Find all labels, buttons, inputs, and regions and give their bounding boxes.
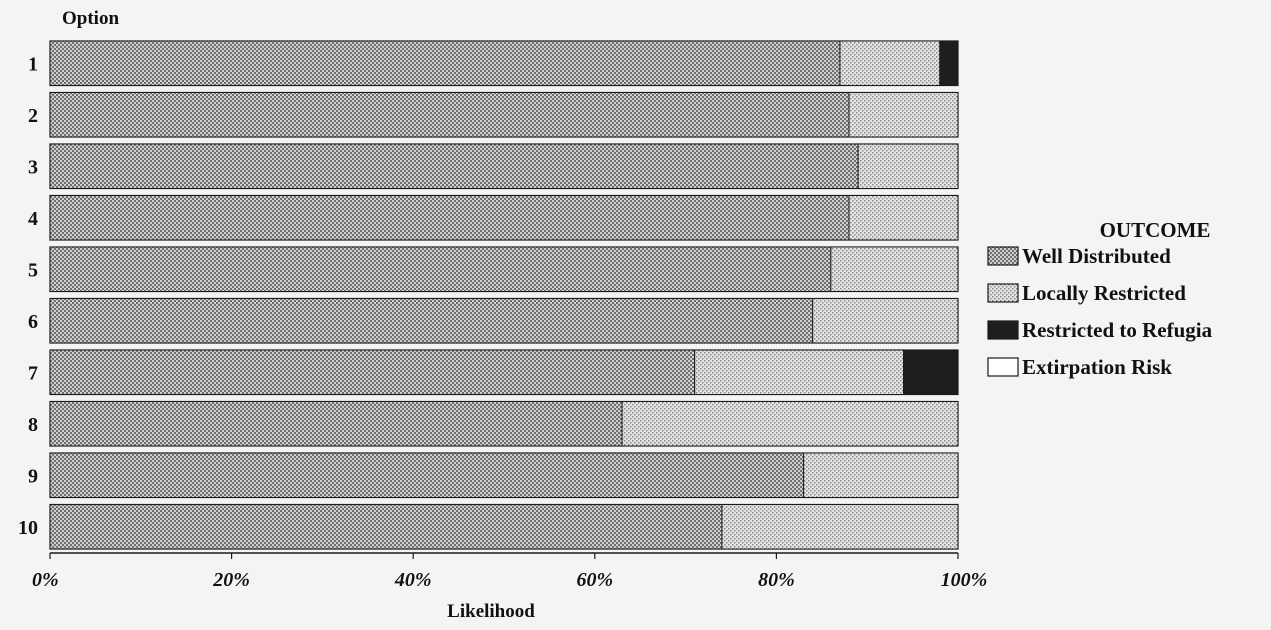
y-tick-label: 1 [28,53,38,75]
legend-title: OUTCOME [1100,218,1211,242]
legend-swatch-well-distributed [987,246,1019,266]
bar-segment-well-distributed-option-10 [49,504,723,550]
bar-segment-locally-restricted-option-10 [721,504,959,550]
legend: OUTCOME Well Distributed Locally Restrict… [987,218,1213,379]
bar-segment-locally-restricted-option-7 [694,349,905,395]
bar-segment-well-distributed-option-8 [49,401,623,447]
x-tick-label: 0% [32,569,59,591]
bar-segment-locally-restricted-option-4 [848,195,959,241]
y-tick-label: 10 [18,517,38,539]
bar-segment-well-distributed-option-2 [49,92,850,138]
x-tick-label: 60% [576,569,613,591]
bar-segment-restricted-to-refugia-option-7 [903,349,959,395]
bar-segment-locally-restricted-option-2 [848,92,959,138]
x-axis-label: Likelihood [447,601,535,622]
y-axis-label: Option [62,8,119,29]
y-tick-label: 8 [28,414,38,436]
bar-segment-locally-restricted-option-8 [621,401,959,447]
bar-segment-well-distributed-option-6 [49,298,814,344]
bar-segment-locally-restricted-option-6 [812,298,959,344]
y-tick-label: 9 [28,465,38,487]
x-tick-label: 80% [758,569,795,591]
bar-segment-restricted-to-refugia-option-1 [939,40,959,86]
y-tick-label: 3 [28,156,38,178]
y-tick-label: 7 [28,362,38,384]
bar-segment-locally-restricted-option-5 [830,246,959,292]
legend-swatch-locally-restricted [987,283,1019,303]
bar-segment-locally-restricted-option-9 [803,452,959,498]
bar-segment-well-distributed-option-1 [49,40,841,86]
legend-label-locally-restricted: Locally Restricted [1022,281,1186,305]
bars-group [49,40,959,554]
x-tick-label: 40% [394,569,432,591]
y-tick-labels: 1 2 3 4 5 6 7 8 9 10 [18,53,38,539]
bar-segment-well-distributed-option-5 [49,246,832,292]
y-tick-label: 6 [28,311,38,333]
bar-segment-well-distributed-option-9 [49,452,805,498]
bar-segment-well-distributed-option-7 [49,349,696,395]
bar-segment-locally-restricted-option-1 [839,40,941,86]
y-tick-label: 4 [28,208,38,230]
bar-segment-well-distributed-option-3 [49,143,859,189]
legend-label-well-distributed: Well Distributed [1022,244,1171,268]
y-tick-label: 5 [28,259,38,281]
y-tick-label: 2 [28,105,38,127]
legend-swatch-restricted-to-refugia [987,320,1019,340]
x-tick-labels: 0% 20% 40% 60% 80% 100% [32,553,987,591]
legend-label-extirpation-risk: Extirpation Risk [1022,355,1172,379]
bar-segment-well-distributed-option-4 [49,195,850,241]
bar-segment-locally-restricted-option-3 [857,143,959,189]
x-tick-label: 100% [941,569,988,591]
legend-label-restricted-to-refugia: Restricted to Refugia [1022,318,1213,342]
x-tick-label: 20% [212,569,250,591]
legend-swatch-extirpation-risk [987,357,1019,377]
